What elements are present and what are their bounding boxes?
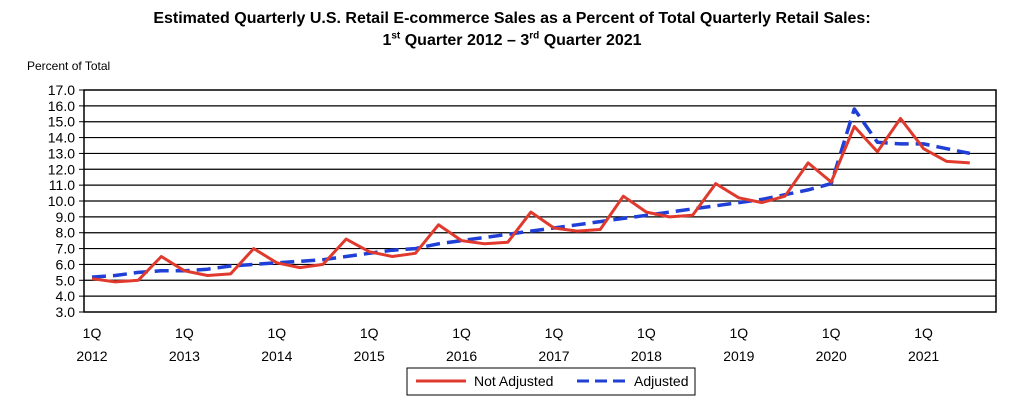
title-q1-superscript: st [391, 30, 401, 42]
title-end: Quarter 2021 [539, 32, 642, 49]
legend-label-adjusted: Adjusted [634, 373, 688, 389]
y-tick-label: 6.0 [56, 256, 76, 272]
y-tick-label: 4.0 [56, 288, 76, 304]
x-tick-quarter: 1Q [175, 325, 194, 341]
x-tick-year: 2019 [723, 348, 754, 364]
x-tick-year: 2015 [354, 348, 385, 364]
y-axis-ticks: 3.04.05.06.07.08.09.010.011.012.013.014.… [48, 82, 84, 320]
x-tick-quarter: 1Q [83, 325, 102, 341]
x-tick-year: 2020 [816, 348, 847, 364]
legend-label-not-adjusted: Not Adjusted [474, 373, 553, 389]
y-axis-label: Percent of Total [27, 59, 110, 73]
series-line-adjusted [91, 107, 971, 279]
y-tick-label: 12.0 [48, 161, 75, 177]
y-tick-label: 10.0 [48, 193, 75, 209]
title-line-1: Estimated Quarterly U.S. Retail E-commer… [153, 10, 871, 27]
x-axis-ticks: 1Q 2012 1Q 2013 1Q 2014 1Q 2015 1Q 2016 1Q 2017 1Q 20… [76, 325, 939, 364]
y-tick-label: 14.0 [48, 130, 75, 146]
y-tick-label: 9.0 [56, 209, 76, 225]
x-tick-quarter: 1Q [360, 325, 379, 341]
x-tick-quarter: 1Q [729, 325, 748, 341]
x-tick-quarter: 1Q [267, 325, 286, 341]
title-middle: Quarter 2012 – 3 [400, 32, 530, 49]
x-tick-quarter: 1Q [637, 325, 656, 341]
x-tick-year: 2018 [631, 348, 662, 364]
title-q1-number: 1 [382, 32, 392, 49]
title-line-2: 1st Quarter 2012 – 3rd Quarter 2021 [0, 30, 1024, 52]
y-tick-label: 3.0 [56, 304, 76, 320]
x-tick-year: 2017 [538, 348, 569, 364]
x-tick-year: 2016 [446, 348, 477, 364]
y-tick-label: 16.0 [48, 98, 75, 114]
x-tick-quarter: 1Q [452, 325, 471, 341]
legend-box [406, 367, 696, 396]
legend: Not Adjusted Adjusted [406, 367, 696, 396]
chart-title: Estimated Quarterly U.S. Retail E-commer… [0, 8, 1024, 52]
x-tick-quarter: 1Q [914, 325, 933, 341]
x-tick-quarter: 1Q [545, 325, 564, 341]
title-q3-superscript: rd [529, 30, 540, 42]
y-tick-label: 7.0 [56, 241, 76, 257]
y-tick-label: 11.0 [49, 177, 75, 193]
x-tick-quarter: 1Q [822, 325, 841, 341]
y-tick-label: 17.0 [48, 82, 75, 98]
x-tick-year: 2012 [76, 348, 107, 364]
data-series [91, 107, 971, 284]
x-tick-year: 2014 [261, 348, 292, 364]
y-tick-label: 15.0 [48, 114, 75, 130]
y-tick-label: 13.0 [48, 145, 75, 161]
gridlines [84, 105, 996, 297]
y-tick-label: 5.0 [56, 272, 76, 288]
y-tick-label: 8.0 [56, 225, 76, 241]
series-line-not-adjusted [91, 117, 970, 284]
x-tick-year: 2021 [908, 348, 939, 364]
plot-area-frame [83, 89, 997, 313]
x-tick-year: 2013 [169, 348, 200, 364]
